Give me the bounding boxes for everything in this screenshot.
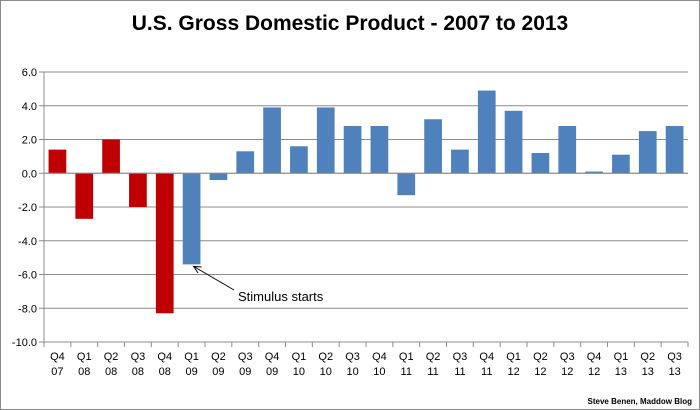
annotation-arrow-line [193, 265, 235, 291]
bar-q2-13 [638, 131, 657, 174]
x-tick-label-quarter: Q1 [614, 351, 629, 363]
x-tick-label-year: 08 [159, 366, 171, 378]
bar-q1-09 [182, 173, 201, 265]
x-tick-label-quarter: Q3 [667, 351, 682, 363]
x-tick-label-quarter: Q3 [238, 351, 253, 363]
y-tick-label: 4.0 [22, 101, 37, 113]
bar-q1-08 [75, 173, 94, 219]
x-tick-label-quarter: Q4 [372, 351, 387, 363]
bar-q3-10 [343, 126, 362, 174]
bar-q4-08 [155, 173, 174, 314]
bar-q3-13 [665, 126, 684, 174]
bar-q2-10 [316, 107, 335, 174]
y-tick-label: -10.0 [12, 337, 37, 349]
x-tick-label-year: 11 [481, 366, 492, 378]
bar-q1-12 [504, 110, 523, 174]
x-axis: Q4 07 Q1 08 Q2 08 Q3 08 Q4 08 Q1 09 Q2 09 Q3 09 Q4 09 Q1 10… [43, 172, 689, 378]
x-tick-label-year: 09 [185, 366, 197, 378]
x-tick-label-quarter: Q4 [479, 351, 494, 363]
bar-q4-11 [477, 90, 496, 174]
bar-q4-12 [585, 171, 603, 174]
x-tick-label-year: 10 [373, 366, 385, 378]
x-tick-label-year: 13 [642, 366, 654, 378]
annotation-label: Stimulus starts [238, 289, 324, 304]
credit-text: Steve Benen, Maddow Blog [587, 397, 692, 406]
x-tick-label-quarter: Q4 [587, 351, 602, 363]
x-tick-label-quarter: Q4 [265, 351, 280, 363]
y-tick-label: -2.0 [18, 202, 37, 214]
x-tick-label-year: 10 [293, 366, 305, 378]
x-tick-label-year: 08 [78, 366, 90, 378]
x-tick-label-quarter: Q4 [50, 351, 65, 363]
chart-title: U.S. Gross Domestic Product - 2007 to 20… [131, 12, 569, 35]
x-tick-label-year: 12 [588, 366, 600, 378]
bar-q2-09 [209, 173, 228, 180]
x-tick-label-quarter: Q2 [426, 351, 441, 363]
x-tick-label-year: 12 [507, 366, 519, 378]
x-tick-label-year: 11 [427, 366, 438, 378]
bar-q2-08 [102, 139, 120, 174]
x-tick-label-quarter: Q1 [506, 351, 521, 363]
x-tick-label-quarter: Q2 [211, 351, 226, 363]
x-tick-label-quarter: Q3 [345, 351, 360, 363]
x-tick-label-quarter: Q2 [533, 351, 548, 363]
bar-q4-07 [48, 149, 67, 174]
x-tick-label-year: 13 [615, 366, 627, 378]
bar-q1-11 [397, 173, 416, 196]
bar-q3-09 [236, 151, 255, 174]
x-tick-label-quarter: Q2 [640, 351, 655, 363]
bar-q3-08 [129, 173, 147, 207]
x-tick-label-quarter: Q2 [104, 351, 119, 363]
y-tick-label: 0.0 [22, 168, 37, 180]
bar-q4-10 [370, 126, 389, 174]
annotation-arrow-head [192, 265, 202, 274]
x-tick-label-quarter: Q3 [453, 351, 468, 363]
bar-q2-11 [424, 119, 442, 174]
x-tick-label-year: 07 [51, 366, 63, 378]
y-tick-label: 2.0 [22, 135, 37, 147]
x-tick-label-year: 09 [266, 366, 278, 378]
bar-q1-10 [290, 146, 308, 174]
x-tick-label-year: 10 [320, 366, 332, 378]
x-tick-label-quarter: Q2 [318, 351, 333, 363]
x-tick-label-year: 09 [239, 366, 251, 378]
x-tick-label-quarter: Q1 [184, 351, 199, 363]
annotation: Stimulus starts [192, 265, 324, 304]
x-tick-label-year: 09 [212, 366, 224, 378]
x-tick-label-year: 10 [346, 366, 358, 378]
bars [48, 90, 684, 314]
bar-q2-12 [531, 153, 550, 174]
y-axis: 6.0 4.0 2.0 0.0 -2.0 -4.0 -6.0 -8.0 -10.0 [12, 67, 45, 349]
x-tick-label-quarter: Q3 [560, 351, 575, 363]
x-tick-label-year: 11 [454, 366, 465, 378]
y-tick-label: -8.0 [18, 303, 37, 315]
x-tick-label-year: 12 [534, 366, 546, 378]
x-tick-label-quarter: Q1 [399, 351, 414, 363]
y-tick-label: -6.0 [18, 270, 37, 282]
bar-q1-13 [612, 154, 630, 174]
x-tick-label-year: 12 [561, 366, 573, 378]
bar-q3-11 [451, 149, 469, 174]
x-tick-label-year: 11 [401, 366, 412, 378]
y-tick-label: 6.0 [22, 67, 37, 79]
x-tick-label-year: 08 [105, 366, 117, 378]
x-tick-label-year: 13 [668, 366, 680, 378]
x-tick-label-year: 08 [132, 366, 144, 378]
y-tick-label: -4.0 [18, 236, 37, 248]
x-tick-label-quarter: Q4 [157, 351, 172, 363]
x-tick-label-quarter: Q3 [131, 351, 146, 363]
bar-q4-09 [263, 107, 281, 174]
x-tick-label-quarter: Q1 [292, 351, 307, 363]
x-tick-label-quarter: Q1 [77, 351, 92, 363]
bar-q3-12 [558, 126, 577, 174]
